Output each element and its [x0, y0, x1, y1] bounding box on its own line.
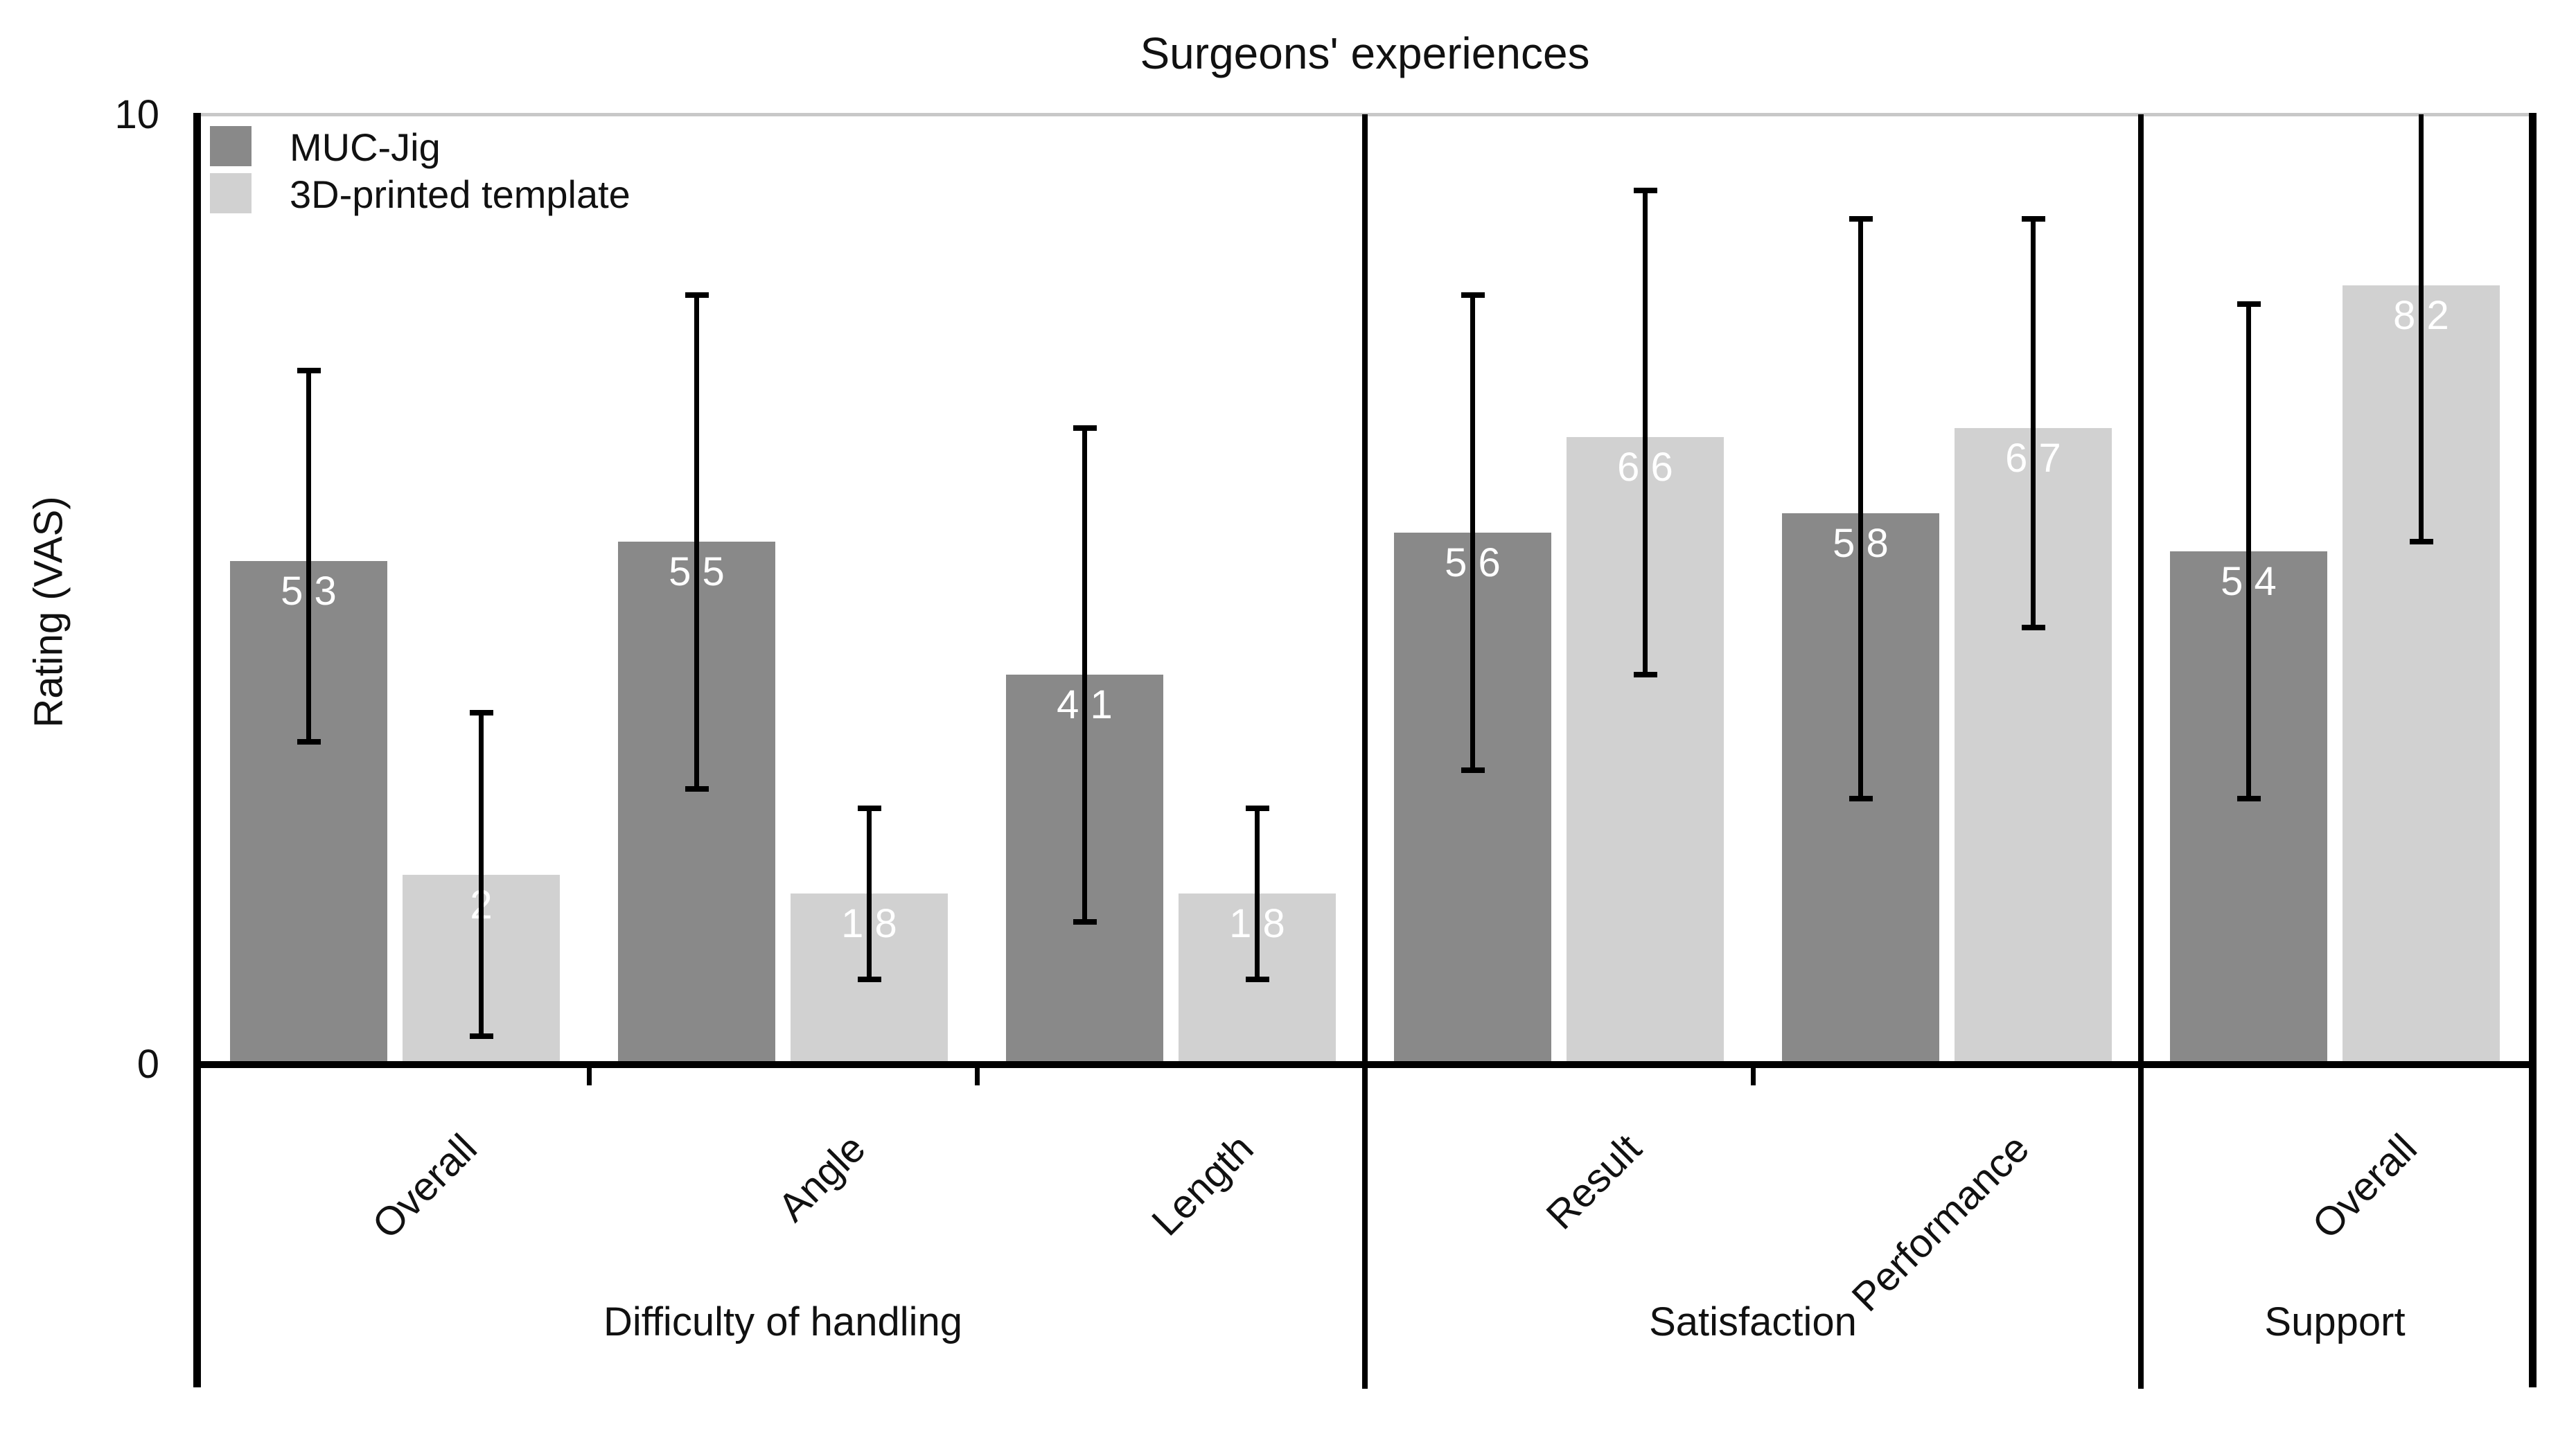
error-bar: [694, 294, 699, 790]
x-tick-label: Overall: [2304, 1126, 2426, 1248]
error-bar-cap-top: [1245, 805, 1269, 811]
legend-label: 3D-printed template: [290, 172, 630, 216]
error-bar-cap-top: [857, 805, 881, 811]
error-bar: [1643, 190, 1648, 675]
error-bar-cap-bottom: [297, 738, 321, 745]
section-divider: [2138, 114, 2144, 1389]
error-bar-cap-bottom: [1245, 976, 1269, 982]
error-bar-cap-bottom: [1461, 767, 1485, 773]
error-bar-cap-bottom: [2409, 539, 2433, 545]
error-bar-cap-bottom: [1633, 672, 1657, 678]
x-tick-label: Length: [1143, 1126, 1262, 1245]
error-bar: [1858, 218, 1863, 799]
section-label: Difficulty of handling: [603, 1299, 962, 1344]
error-bar-cap-top: [1073, 425, 1097, 431]
error-bar-cap-top: [2237, 301, 2261, 308]
legend-label: MUC-Jig: [290, 125, 441, 169]
axis-tick: [586, 1065, 592, 1085]
error-bar: [2246, 304, 2251, 799]
error-bar: [479, 713, 484, 1036]
error-bar-cap-top: [297, 368, 321, 374]
section-label: Support: [2264, 1299, 2406, 1344]
section-label: Satisfaction: [1649, 1299, 1857, 1344]
error-bar: [2031, 218, 2036, 628]
right-spine: [2529, 113, 2537, 1387]
axis-tick: [1750, 1065, 1756, 1085]
error-bar: [1082, 427, 1087, 923]
legend-swatch-muc-jig: [210, 126, 252, 166]
y-tick-label-10: 10: [114, 92, 159, 137]
error-bar: [1255, 808, 1260, 979]
error-bar: [867, 808, 872, 979]
error-bar-cap-bottom: [469, 1033, 493, 1039]
error-bar-cap-bottom: [1073, 919, 1097, 925]
error-bar-cap-top: [2021, 215, 2045, 222]
chart-title: Surgeons' experiences: [1140, 28, 1590, 78]
error-bar-cap-bottom: [2021, 624, 2045, 630]
error-bar-cap-bottom: [2237, 795, 2261, 801]
x-tick-label: Result: [1537, 1126, 1650, 1238]
error-bar-cap-top: [1633, 187, 1657, 193]
error-bar: [1470, 294, 1475, 770]
legend-swatch-3d-printed-template: [210, 173, 252, 213]
error-bar-cap-top: [685, 292, 709, 298]
error-bar-cap-bottom: [685, 786, 709, 792]
x-tick-label: Angle: [769, 1126, 874, 1231]
error-bar-cap-bottom: [857, 976, 881, 982]
error-bar: [2419, 114, 2424, 542]
x-tick-label: Performance: [1843, 1126, 2038, 1320]
error-bar-cap-top: [1849, 215, 1873, 222]
y-tick-label-0: 0: [136, 1042, 159, 1087]
error-bar-cap-bottom: [1849, 795, 1873, 801]
x-tick-label: Overall: [364, 1126, 486, 1248]
x-axis-baseline: [193, 1061, 2537, 1068]
error-bar: [306, 371, 311, 742]
error-bar-cap-top: [469, 710, 493, 716]
y-axis-spine: [193, 113, 201, 1387]
section-divider: [1362, 114, 1368, 1389]
axis-tick: [974, 1065, 980, 1085]
error-bar-cap-top: [1461, 292, 1485, 298]
